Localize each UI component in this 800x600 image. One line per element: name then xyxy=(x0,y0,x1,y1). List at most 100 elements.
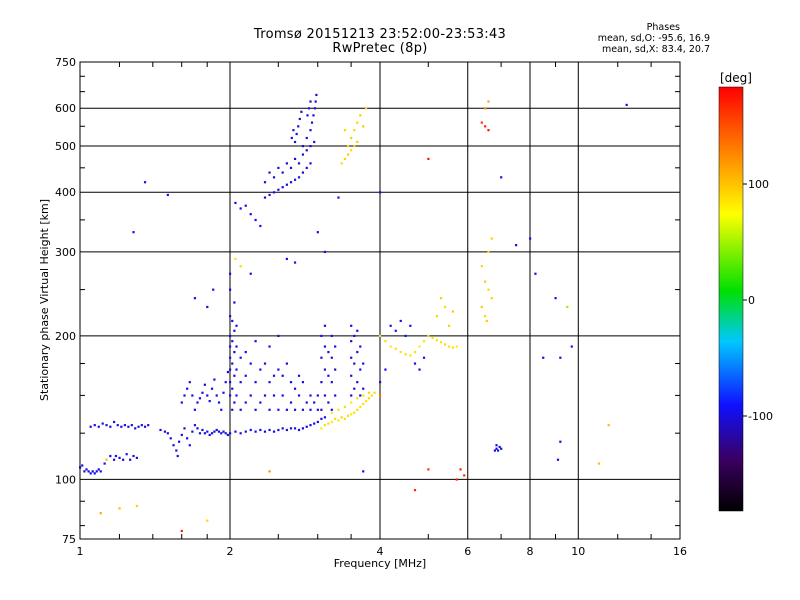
data-point xyxy=(323,394,327,397)
data-point xyxy=(123,424,126,427)
data-point xyxy=(427,157,430,161)
data-point xyxy=(289,181,293,184)
data-point xyxy=(305,136,308,140)
data-point xyxy=(226,370,230,374)
data-point xyxy=(293,387,297,390)
data-point xyxy=(277,166,280,170)
data-point xyxy=(334,368,337,371)
data-point xyxy=(249,362,252,365)
data-point xyxy=(231,387,234,390)
data-point xyxy=(244,350,247,354)
data-point xyxy=(244,401,247,404)
data-point xyxy=(409,354,412,357)
data-point xyxy=(180,529,183,533)
data-point xyxy=(305,166,308,170)
data-point xyxy=(172,444,175,447)
data-point xyxy=(350,136,353,140)
phase-stats: Phases mean, sd,O: -95.6, 16.9 mean, sd,… xyxy=(560,22,710,55)
data-point xyxy=(176,454,179,458)
data-point xyxy=(495,444,498,447)
data-point xyxy=(254,218,257,222)
data-point xyxy=(229,432,232,435)
data-point xyxy=(249,272,252,275)
data-point xyxy=(143,425,147,428)
data-point xyxy=(263,430,267,433)
data-point xyxy=(570,345,573,348)
data-point xyxy=(305,425,308,428)
data-point xyxy=(268,381,271,384)
data-point xyxy=(379,394,382,397)
data-point xyxy=(203,432,206,435)
data-point xyxy=(435,315,438,318)
data-point xyxy=(224,381,227,384)
data-point xyxy=(175,449,178,452)
data-point xyxy=(281,186,284,189)
data-point xyxy=(343,129,347,132)
data-point xyxy=(431,336,434,340)
data-point xyxy=(455,345,458,348)
data-point xyxy=(99,512,102,515)
data-point xyxy=(484,315,487,318)
data-point xyxy=(208,400,211,403)
data-point xyxy=(177,440,181,443)
data-point xyxy=(334,345,337,348)
data-point xyxy=(229,345,232,348)
data-point xyxy=(289,166,293,170)
data-point xyxy=(244,374,247,377)
data-point xyxy=(233,301,236,304)
data-point xyxy=(439,297,443,300)
data-point xyxy=(254,408,257,411)
data-point xyxy=(490,297,493,300)
data-point xyxy=(323,368,327,371)
data-point xyxy=(297,176,301,179)
data-point xyxy=(263,196,267,199)
data-point xyxy=(95,470,98,473)
data-point xyxy=(129,458,132,461)
data-point xyxy=(135,504,138,508)
data-point xyxy=(217,430,221,433)
data-point xyxy=(281,374,284,377)
data-point xyxy=(447,345,451,348)
data-point xyxy=(198,397,202,400)
title-line-1: Tromsø 20151213 23:52:00-23:53:43 xyxy=(253,27,507,42)
data-point xyxy=(422,340,426,343)
data-point xyxy=(134,427,137,430)
data-point xyxy=(109,454,112,458)
x-tick-label: 10 xyxy=(571,545,585,558)
data-point xyxy=(198,432,202,435)
data-point xyxy=(493,449,497,452)
data-point xyxy=(183,394,186,397)
x-tick-label: 16 xyxy=(673,545,687,558)
data-point xyxy=(362,394,365,397)
data-point xyxy=(235,394,238,397)
x-tick-label: 8 xyxy=(527,545,534,558)
data-point xyxy=(350,356,353,359)
data-point xyxy=(206,430,209,433)
data-point xyxy=(399,319,402,323)
data-point xyxy=(320,334,323,338)
chart-grid xyxy=(80,62,680,539)
data-point xyxy=(297,162,301,165)
data-point xyxy=(249,428,252,432)
data-point xyxy=(334,394,337,397)
data-point xyxy=(229,315,232,318)
data-point xyxy=(353,129,356,132)
data-point xyxy=(259,224,262,228)
data-point xyxy=(435,338,438,342)
data-point xyxy=(213,378,216,381)
data-point xyxy=(233,350,236,354)
data-point xyxy=(193,424,197,427)
colorbar-label-100: 100 xyxy=(748,178,769,191)
data-point xyxy=(597,462,601,465)
data-point xyxy=(365,400,368,403)
data-point xyxy=(203,383,206,386)
data-point xyxy=(346,414,350,417)
data-point xyxy=(147,424,150,427)
data-point xyxy=(191,394,194,397)
data-point xyxy=(309,129,312,132)
data-point xyxy=(259,428,262,432)
data-point xyxy=(118,507,121,510)
data-point xyxy=(188,381,191,384)
data-point xyxy=(183,427,186,430)
data-point xyxy=(554,297,557,300)
